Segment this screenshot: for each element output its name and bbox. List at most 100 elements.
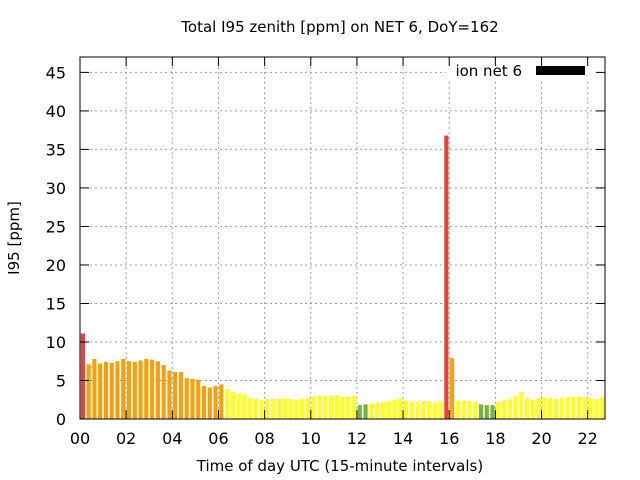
- bar: [403, 400, 409, 419]
- bar: [271, 398, 276, 419]
- bar: [132, 362, 137, 419]
- bar: [178, 372, 184, 419]
- bar: [346, 396, 351, 419]
- bar: [444, 135, 449, 419]
- bar: [369, 403, 374, 419]
- bar: [473, 402, 478, 419]
- x-tick-label: 22: [578, 429, 598, 448]
- x-tick-label: 10: [301, 429, 321, 448]
- grid-lines: [80, 57, 605, 419]
- bar: [138, 360, 143, 419]
- y-tick-label: 15: [46, 294, 66, 313]
- bar: [126, 361, 132, 419]
- bar: [398, 398, 403, 419]
- bar: [536, 398, 541, 419]
- bar: [219, 384, 224, 419]
- bar: [576, 396, 582, 419]
- bar: [392, 399, 397, 419]
- bar: [450, 358, 455, 419]
- bar: [173, 372, 178, 419]
- plot-frame: [79, 56, 606, 420]
- bar: [230, 392, 235, 419]
- x-tick-label: 12: [347, 429, 367, 448]
- bar: [248, 397, 253, 419]
- bar: [259, 399, 264, 419]
- bar: [150, 359, 155, 419]
- bar: [525, 398, 530, 419]
- bar: [144, 358, 149, 419]
- bar: [351, 395, 357, 419]
- bar: [196, 379, 201, 419]
- bar: [501, 400, 507, 419]
- legend-swatch: [536, 66, 585, 75]
- bar: [294, 399, 299, 419]
- bar: [242, 394, 247, 419]
- x-tick-label: 16: [439, 429, 459, 448]
- chart-title: Total I95 zenith [ppm] on NET 6, DoY=162: [180, 18, 498, 36]
- x-tick-label: 08: [254, 429, 274, 448]
- bar: [115, 361, 120, 419]
- bar: [484, 405, 489, 419]
- bar: [571, 396, 576, 419]
- bar: [288, 398, 293, 419]
- bar: [161, 365, 166, 419]
- bar: [236, 393, 241, 419]
- bar: [461, 400, 466, 419]
- y-tick-label: 30: [46, 179, 66, 198]
- y-tick-label: 10: [46, 333, 66, 352]
- bar: [317, 395, 322, 419]
- x-tick-label: 04: [162, 429, 182, 448]
- bar: [421, 401, 426, 419]
- bar: [426, 401, 432, 419]
- bar: [121, 358, 126, 419]
- bar: [386, 401, 391, 419]
- bar: [542, 397, 547, 419]
- bar: [559, 397, 564, 419]
- y-axis-ticks: 0 5 10 15 20 25 30 35 40 45: [46, 63, 605, 429]
- y-tick-label: 40: [46, 102, 66, 121]
- bar: [588, 398, 593, 419]
- bar: [553, 398, 559, 419]
- legend: ion net 6: [455, 62, 585, 80]
- bar: [305, 398, 310, 419]
- bar: [167, 370, 172, 419]
- bar: [328, 395, 334, 419]
- bar: [276, 398, 282, 419]
- bar: [415, 402, 420, 419]
- bar: [184, 378, 189, 419]
- bar: [409, 401, 414, 419]
- bar: [455, 400, 460, 419]
- x-tick-label: 18: [485, 429, 505, 448]
- bar: [548, 398, 553, 419]
- y-tick-label: 25: [46, 217, 66, 236]
- bar: [432, 402, 437, 419]
- bar: [340, 396, 345, 419]
- x-tick-label: 14: [393, 429, 413, 448]
- bar: [109, 362, 114, 419]
- x-tick-label: 02: [116, 429, 136, 448]
- x-axis-ticks: 00 02 04 06 08 10 12 14 16 18 20 22: [70, 57, 598, 448]
- bar: [253, 398, 259, 419]
- bar: [380, 402, 385, 419]
- bar: [300, 398, 305, 419]
- bar: [582, 397, 587, 419]
- bar: [323, 395, 328, 419]
- y-axis-label: I95 [ppm]: [5, 201, 23, 275]
- bar: [490, 405, 495, 419]
- bar: [190, 378, 195, 419]
- bar: [225, 388, 230, 419]
- y-tick-label: 0: [56, 410, 66, 429]
- bars-group: [80, 135, 605, 419]
- legend-box: [446, 59, 601, 81]
- bar: [282, 398, 287, 419]
- bar: [438, 401, 443, 419]
- x-axis-label: Time of day UTC (15-minute intervals): [196, 457, 483, 475]
- bar: [334, 395, 339, 419]
- bar: [86, 364, 91, 419]
- bar: [213, 385, 218, 419]
- bar: [92, 358, 97, 419]
- legend-label: ion net 6: [455, 62, 522, 80]
- y-tick-label: 45: [46, 63, 66, 82]
- x-tick-label: 00: [70, 429, 90, 448]
